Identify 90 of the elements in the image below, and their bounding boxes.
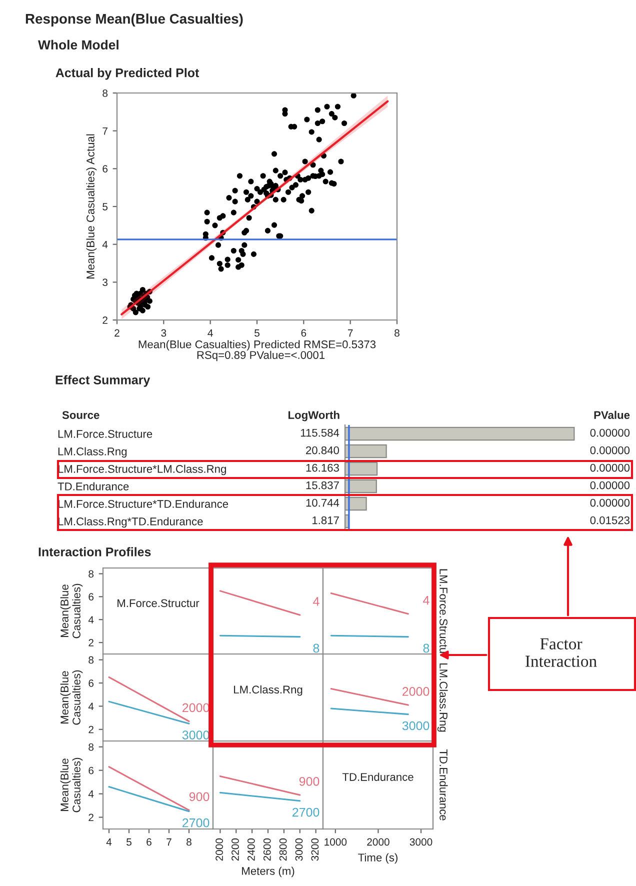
y2-axis-title: LM.Class.Rng (437, 664, 448, 732)
x-axis-title: Time (s) (358, 853, 398, 864)
x-tick-label: 3200 (311, 838, 319, 861)
y-tick-label: 6 (88, 593, 94, 601)
x-axis-title: LogWorth (288, 410, 340, 422)
y-tick-label: 2 (102, 316, 108, 324)
text: 0.01523 (590, 516, 630, 524)
x-tick-label: 4 (208, 329, 213, 337)
y-tick-label: 2 (88, 639, 94, 646)
y-tick-label: 4 (102, 240, 108, 248)
y-tick-label: 2 (88, 814, 94, 822)
x-tick-label: 6 (146, 838, 152, 846)
y-tick-label: 8 (88, 570, 94, 578)
series-label: 900 (299, 776, 320, 786)
y-axis-title: Source (62, 411, 100, 419)
y-tick-label: 7 (102, 127, 108, 135)
series-label: 8 (423, 644, 430, 653)
text: Factor Interaction (526, 638, 597, 667)
text: 0.00000 (590, 446, 630, 454)
x-tick-label: 2000 (216, 838, 223, 861)
x-tick-label: 3000 (295, 838, 303, 861)
y-tick-label: 8 (88, 743, 94, 751)
y-tick-label: LM.Force.Structure*LM.Class.Rng (58, 464, 226, 476)
chart-title: Actual by Predicted Plot (56, 68, 200, 80)
y2-axis-title: LM.Force.Structu (440, 569, 448, 653)
x-tick-label: 2 (114, 329, 120, 337)
data-label: 115.584 (300, 428, 340, 437)
text: 0.00000 (590, 481, 630, 490)
series-label: 2700 (182, 818, 210, 828)
y-tick-label: 6 (88, 680, 94, 687)
x-tick-label: 7 (166, 838, 172, 846)
text: 0.00000 (590, 428, 630, 437)
y-tick-label: 4 (88, 616, 94, 624)
x-tick-label: 8 (394, 329, 400, 337)
x-tick-label: 5 (254, 329, 260, 337)
y-tick-label: 8 (102, 90, 108, 97)
y-tick-label: 4 (88, 790, 94, 798)
y-tick-label: LM.Force.Structure*TD.Endurance (58, 500, 228, 508)
data-label: 15.837 (306, 481, 339, 490)
y-axis-title: Mean(Blue Casualties) (60, 670, 83, 725)
text: 0.00000 (590, 498, 630, 507)
y-tick-label: LM.Class.Rng*TD.Endurance (58, 517, 203, 528)
annotation: M.Force.Structur (118, 599, 200, 608)
y-axis-title: Mean(Blue Casualties) Actual (86, 134, 97, 278)
x-tick-label: 6 (301, 329, 306, 337)
series-label: 900 (189, 792, 210, 802)
y-axis-title: Mean(Blue Casualties) (60, 758, 83, 812)
data-label: 10.744 (306, 498, 340, 507)
x-tick-label: 3000 (410, 838, 432, 846)
x-tick-label: 2800 (279, 838, 287, 861)
chart-title: Interaction Profiles (38, 547, 151, 556)
y-tick-label: 3 (102, 278, 108, 286)
series-label: 3000 (402, 721, 430, 730)
series-label: 8 (313, 644, 320, 653)
text: 0.00000 (590, 464, 630, 472)
text: Whole Model (38, 40, 118, 50)
y-tick-label: 2 (88, 726, 94, 734)
y-tick-label: LM.Class.Rng (58, 447, 127, 458)
series-label: 4 (423, 596, 430, 605)
x-tick-label: 2400 (247, 838, 255, 861)
data-label: 16.163 (306, 464, 339, 472)
annotation: TD.Endurance (342, 772, 414, 781)
x-tick-label: 1000 (324, 838, 347, 846)
x-axis-title: Mean(Blue Casualties) Predicted RMSE=0.5373 (138, 340, 376, 350)
series-label: 2000 (402, 687, 430, 696)
x-tick-label: 8 (186, 838, 192, 846)
x-tick-label: 2000 (367, 838, 390, 846)
text: RSq=0.89 PValue=<.0001 (197, 350, 325, 362)
y-tick-label: LM.Force.Structure (58, 430, 152, 438)
x-tick-label: 2200 (232, 838, 239, 861)
x-tick-label: 2600 (263, 838, 271, 861)
text: PValue (594, 410, 630, 419)
y-tick-label: 5 (102, 203, 108, 210)
series-label: 4 (313, 597, 320, 606)
data-label: 20.840 (306, 446, 340, 454)
y-tick-label: 8 (88, 656, 94, 664)
text: Effect Summary (56, 375, 150, 387)
annotation: LM.Class.Rng (234, 685, 302, 696)
series-label: 2700 (292, 808, 320, 817)
y-tick-label: 6 (88, 766, 94, 774)
x-axis-title: Meters (m) (242, 866, 294, 878)
y-tick-label: TD.Endurance (58, 482, 129, 490)
x-tick-label: 3 (161, 329, 166, 337)
y-tick-label: 4 (88, 702, 94, 710)
y2-axis-title: TD.Endurance (440, 749, 448, 820)
data-label: 1.817 (312, 516, 339, 524)
y-tick-label: 6 (102, 165, 108, 173)
y-axis-title: Mean(Blue Casualties) (60, 584, 83, 638)
text: Response Mean(Blue Casualties) (26, 14, 243, 26)
x-tick-label: 7 (348, 329, 353, 337)
